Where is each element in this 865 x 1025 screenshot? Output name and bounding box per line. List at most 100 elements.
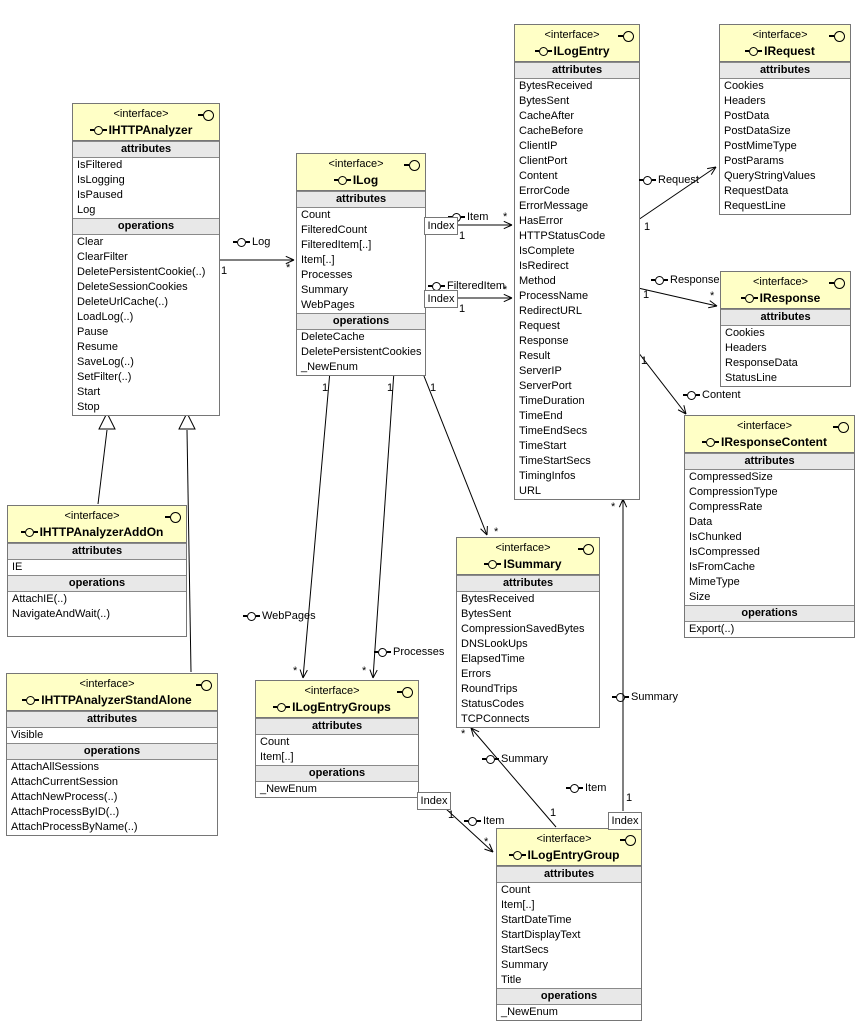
arrowhead (503, 293, 513, 299)
arrowhead (622, 498, 628, 508)
class-box-isummary[interactable]: <interface> ISummary attributes BytesReceiv… (456, 537, 600, 728)
class-header: <interface> IHTTPAnalyzer (73, 104, 219, 141)
class-box-iresponsecontent[interactable]: <interface> IResponseContent attributes Com… (684, 415, 855, 638)
class-box-ilogentrygroup[interactable]: <interface> ILogEntryGroup attributes Count… (496, 828, 642, 1021)
class-box-irequest[interactable]: <interface> IRequest attributes Cookies Head… (719, 24, 851, 215)
qualifier-box-index: Index (608, 812, 642, 830)
multiplicity-label: * (494, 526, 499, 538)
connector-role-text: Summary (631, 691, 679, 703)
attribute-row: Processes (301, 269, 353, 281)
provided-interface-icon (404, 160, 420, 171)
class-box-iresponse[interactable]: <interface> IResponse attributes Cookies Hea… (720, 271, 851, 387)
attribute-row: IsChunked (689, 531, 742, 543)
attribute-row: TimeStart (519, 440, 567, 452)
attribute-row: FilteredItem[..] (301, 239, 372, 251)
class-name-row: ILogEntryGroups (260, 699, 404, 715)
qualifier-box-index: Index (417, 792, 451, 810)
class-name-row: ILogEntry (519, 43, 625, 59)
attribute-row: ErrorCode (519, 185, 570, 197)
connector-role-text: Processes (393, 646, 445, 658)
operation-row: DeleteSessionCookies (77, 281, 188, 293)
generalization-triangle-icon (178, 411, 196, 430)
provided-interface-icon (829, 278, 845, 289)
multiplicity-label: * (710, 290, 715, 302)
connector-role-text: Response (670, 274, 720, 286)
class-name: IHTTPAnalyzer (108, 123, 193, 137)
provided-interface-icon (397, 687, 413, 698)
attribute-row: IsFiltered (77, 159, 123, 171)
operation-row: Stop (77, 401, 100, 413)
attribute-row: Size (689, 591, 711, 603)
stereotype-label: <interface> (304, 685, 360, 697)
connector-role-text: WebPages (262, 610, 316, 622)
class-box-ihttpanalyzeraddon[interactable]: <interface> IHTTPAnalyzerAddOn attributes I… (7, 505, 187, 637)
arrowhead (470, 727, 475, 737)
class-header: <interface> IHTTPAnalyzerAddOn (8, 506, 186, 543)
interface-lollipop-icon (745, 46, 763, 56)
class-box-ihttpanalyzer[interactable]: <interface> IHTTPAnalyzer attributes IsFilt… (72, 103, 220, 416)
class-name-row: IRequest (724, 43, 836, 59)
multiplicity-label: 1 (644, 221, 651, 233)
multiplicity-label: 1 (643, 289, 650, 301)
attribute-row: MimeType (689, 576, 740, 588)
connector-role-text: Item (483, 815, 505, 827)
attribute-row: QueryStringValues (724, 170, 816, 182)
attribute-row: BytesSent (461, 608, 512, 620)
attribute-row: RoundTrips (461, 683, 518, 695)
attribute-row: Log (77, 204, 96, 216)
attribute-row: StatusLine (725, 372, 777, 384)
class-name: IHTTPAnalyzerAddOn (39, 525, 164, 539)
interface-lollipop-icon (484, 559, 502, 569)
webpages-association (302, 370, 331, 679)
operations-section-header: operations (685, 605, 854, 622)
interface-lollipop-icon (89, 125, 107, 135)
interface-lollipop-icon (243, 611, 260, 621)
operation-row: DeletePersistentCookie(..) (77, 266, 206, 278)
arrowhead (285, 255, 295, 261)
attribute-row: TCPConnects (461, 713, 530, 725)
class-name: IResponseContent (720, 435, 827, 449)
stereotype-label: <interface> (64, 510, 120, 522)
interface-lollipop-icon (22, 695, 40, 705)
class-box-ilogentry[interactable]: <interface> ILogEntry attributes BytesRecei… (514, 24, 640, 500)
attributes-section-header: attributes (256, 718, 418, 735)
attribute-row: IE (12, 561, 23, 573)
arrowhead (299, 669, 304, 679)
operation-row: AttachNewProcess(..) (11, 791, 118, 803)
arrowhead (302, 669, 308, 679)
class-name-row: IResponse (725, 290, 836, 306)
class-header: <interface> ILogEntry (515, 25, 639, 62)
attribute-row: HasError (519, 215, 564, 227)
processes-association (372, 370, 395, 679)
attribute-row: DNSLookUps (461, 638, 528, 650)
provided-interface-icon (833, 422, 849, 433)
attributes-section-header: attributes (73, 141, 219, 158)
class-box-ilog[interactable]: <interface> ILog attributes Count FilteredCo… (296, 153, 426, 376)
operation-row: AttachCurrentSession (11, 776, 118, 788)
attribute-row: Count (301, 209, 331, 221)
attribute-row: PostMimeType (724, 140, 797, 152)
class-name-row: IHTTPAnalyzer (77, 122, 205, 138)
attribute-row: IsCompressed (689, 546, 760, 558)
attributes-section-header: attributes (8, 543, 186, 560)
interface-lollipop-icon (701, 437, 719, 447)
arrowhead (484, 848, 494, 853)
attribute-row: BytesSent (519, 95, 570, 107)
provided-interface-icon (578, 544, 594, 555)
attributes-section-header: attributes (515, 62, 639, 79)
qualifier-box-index: Index (424, 290, 458, 308)
attribute-row: Request (519, 320, 560, 332)
interface-lollipop-icon (566, 783, 583, 793)
interface-lollipop-icon (740, 293, 758, 303)
interface-lollipop-icon (612, 692, 629, 702)
interface-lollipop-icon (464, 816, 481, 826)
arrowhead (707, 166, 717, 170)
attribute-row: Headers (724, 95, 766, 107)
attribute-row: Count (260, 736, 290, 748)
connector-role-label: Summary (612, 691, 678, 703)
multiplicity-label: * (503, 211, 508, 223)
class-box-ilogentrygroups[interactable]: <interface> ILogEntryGroups attributes Coun… (255, 680, 419, 798)
multiplicity-label: 1 (626, 792, 633, 804)
operation-row: ClearFilter (77, 251, 128, 263)
class-box-ihttpanalyzerstandalone[interactable]: <interface> IHTTPAnalyzerStandAlone attrib… (6, 673, 218, 836)
